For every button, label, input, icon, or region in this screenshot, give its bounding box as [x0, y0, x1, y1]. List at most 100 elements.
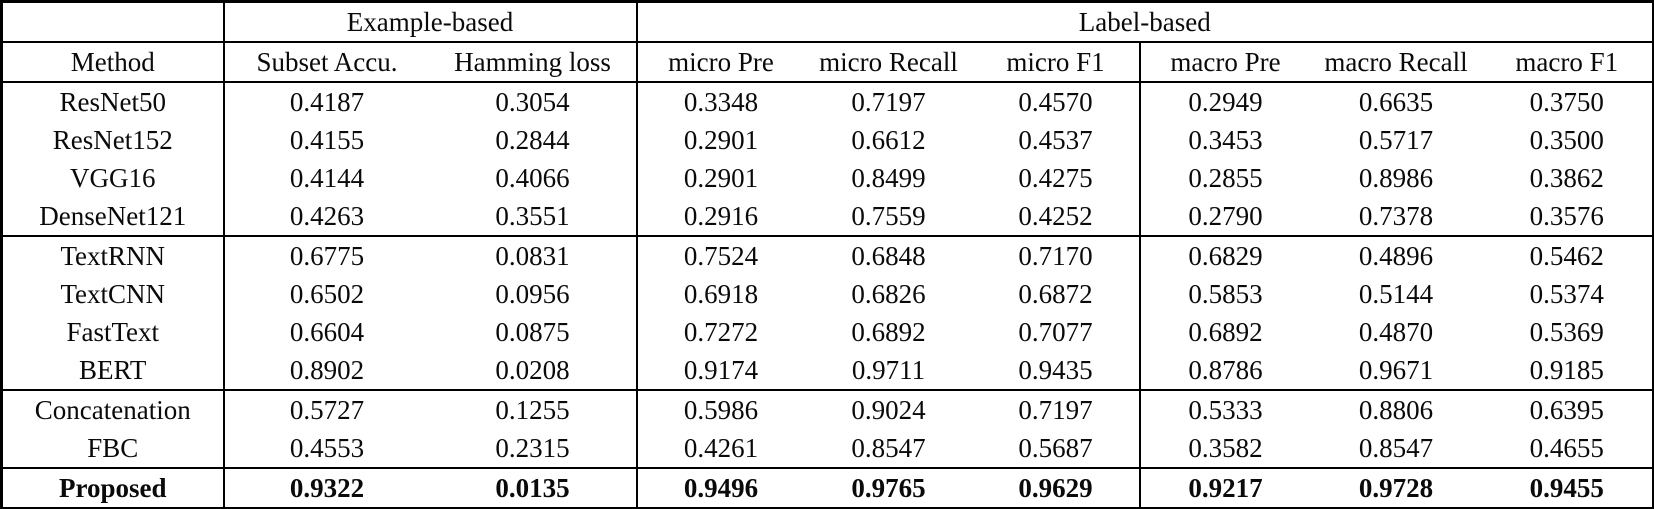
table-row: FBC 0.4553 0.2315 0.4261 0.8547 0.5687 0.3582 0… — [2, 429, 1654, 468]
value-cell: 0.3551 — [495, 200, 570, 231]
row-group-proposed: Proposed 0.9322 0.0135 0.9496 0.9765 0.9629 0.… — [1, 467, 1654, 509]
table-row: FastText 0.6604 0.0875 0.7272 0.6892 0.7077 0.… — [2, 313, 1654, 351]
corner-cell — [1, 1, 224, 43]
column-group-label-based: Label-based — [635, 1, 1654, 43]
method-cell: ResNet152 — [52, 124, 173, 155]
value-cell: 0.6872 — [1018, 278, 1093, 309]
value-cell: 0.9217 — [1138, 467, 1311, 509]
value-cell: 0.6918 — [635, 275, 805, 313]
value-cell: 0.2855 — [1138, 159, 1311, 197]
method-cell: DenseNet121 — [39, 200, 187, 231]
value-cell: 0.4155 — [222, 121, 430, 159]
column-header-macro-pre: macro Pre — [1138, 42, 1311, 83]
column-header-hamming-loss: Hamming loss — [429, 42, 637, 83]
column-header-method: Method — [1, 42, 224, 83]
value-cell: 0.4066 — [495, 162, 570, 193]
table-row: TextRNN 0.6775 0.0831 0.7524 0.6848 0.7170 0.6… — [1, 235, 1654, 275]
value-cell: 0.2844 — [495, 124, 570, 155]
value-cell: 0.2790 — [1138, 197, 1311, 236]
value-cell: 0.2315 — [495, 432, 570, 463]
value-cell: 0.3582 — [1138, 429, 1311, 468]
value-cell: 0.3500 — [1529, 124, 1604, 155]
value-cell: 0.4537 — [1018, 124, 1093, 155]
value-cell: 0.5853 — [1138, 275, 1311, 313]
value-cell: 0.7197 — [972, 389, 1140, 429]
value-cell: 0.5462 — [1481, 235, 1654, 275]
column-header-micro-f1: micro F1 — [972, 42, 1140, 83]
value-cell: 0.6502 — [222, 275, 430, 313]
value-cell: 0.5374 — [1529, 278, 1604, 309]
value-cell: 0.7272 — [635, 313, 805, 351]
value-cell: 0.9711 — [851, 354, 926, 385]
value-cell: 0.8547 — [851, 432, 926, 463]
value-cell: 0.7524 — [635, 235, 805, 275]
value-cell: 0.8986 — [1358, 162, 1434, 193]
value-cell: 0.6892 — [1138, 313, 1311, 351]
value-cell: 0.0135 — [429, 467, 637, 509]
value-cell: 0.5144 — [1358, 278, 1434, 309]
value-cell: 0.0956 — [495, 278, 570, 309]
method-cell: VGG16 — [70, 162, 156, 193]
value-cell: 0.7170 — [972, 235, 1140, 275]
value-cell: 0.8547 — [1358, 432, 1434, 463]
row-group-text-models: TextRNN 0.6775 0.0831 0.7524 0.6848 0.7170 0.6… — [1, 235, 1654, 390]
value-cell: 0.2901 — [635, 121, 805, 159]
value-cell: 0.9185 — [1529, 354, 1604, 385]
value-cell: 0.6635 — [1310, 81, 1482, 121]
value-cell: 0.9629 — [972, 467, 1140, 509]
value-cell: 0.2916 — [635, 197, 805, 236]
value-cell: 0.6612 — [851, 124, 926, 155]
value-cell: 0.3054 — [429, 81, 637, 121]
value-cell: 0.4570 — [972, 81, 1140, 121]
value-cell: 0.5369 — [1529, 316, 1604, 347]
value-cell: 0.0208 — [495, 354, 570, 385]
table-row: Proposed 0.9322 0.0135 0.9496 0.9765 0.9629 0.… — [1, 467, 1654, 509]
value-cell: 0.8806 — [1310, 389, 1482, 429]
column-header-micro-pre: micro Pre — [635, 42, 805, 83]
value-cell: 0.9435 — [1018, 354, 1093, 385]
value-cell: 0.2901 — [635, 159, 805, 197]
value-cell: 0.8499 — [851, 162, 926, 193]
value-cell: 0.6775 — [222, 235, 430, 275]
value-cell: 0.6848 — [804, 235, 973, 275]
table-row: VGG16 0.4144 0.4066 0.2901 0.8499 0.4275 0.285… — [2, 159, 1654, 197]
value-cell: 0.7197 — [804, 81, 973, 121]
value-cell: 0.3576 — [1529, 200, 1604, 231]
value-cell: 0.9765 — [804, 467, 973, 509]
value-cell: 0.5986 — [635, 389, 805, 429]
value-cell: 0.4870 — [1358, 316, 1434, 347]
value-cell: 0.5727 — [222, 389, 430, 429]
row-group-image-models: ResNet50 0.4187 0.3054 0.3348 0.7197 0.4570 0.… — [1, 81, 1654, 236]
column-group-example-based: Example-based — [222, 1, 637, 43]
method-cell: TextCNN — [60, 278, 166, 309]
value-cell: 0.9174 — [635, 351, 805, 390]
value-cell: 0.7559 — [851, 200, 926, 231]
value-cell: 0.9024 — [804, 389, 973, 429]
value-cell: 0.3862 — [1529, 162, 1604, 193]
table-header: Example-based Label-based Method Subset … — [1, 1, 1654, 83]
value-cell: 0.4553 — [222, 429, 430, 468]
method-cell: TextRNN — [1, 235, 224, 275]
value-cell: 0.3348 — [635, 81, 805, 121]
column-group-row: Example-based Label-based — [1, 1, 1654, 43]
column-header-row: Method Subset Accu. Hamming loss micro P… — [1, 42, 1654, 83]
table-row: BERT 0.8902 0.0208 0.9174 0.9711 0.9435 0.8786… — [2, 351, 1654, 390]
method-cell: FBC — [87, 432, 139, 463]
method-cell: Proposed — [1, 467, 224, 509]
value-cell: 0.1255 — [429, 389, 637, 429]
value-cell: 0.7378 — [1358, 200, 1434, 231]
value-cell: 0.8902 — [222, 351, 430, 390]
value-cell: 0.4187 — [222, 81, 430, 121]
value-cell: 0.6829 — [1138, 235, 1311, 275]
value-cell: 0.9728 — [1310, 467, 1482, 509]
column-header-macro-f1: macro F1 — [1481, 42, 1654, 83]
value-cell: 0.4655 — [1529, 432, 1604, 463]
value-cell: 0.4144 — [222, 159, 430, 197]
value-cell: 0.5717 — [1358, 124, 1434, 155]
value-cell: 0.5333 — [1138, 389, 1311, 429]
value-cell: 0.6604 — [222, 313, 430, 351]
column-header-macro-recall: macro Recall — [1310, 42, 1482, 83]
method-cell: FastText — [66, 316, 160, 347]
